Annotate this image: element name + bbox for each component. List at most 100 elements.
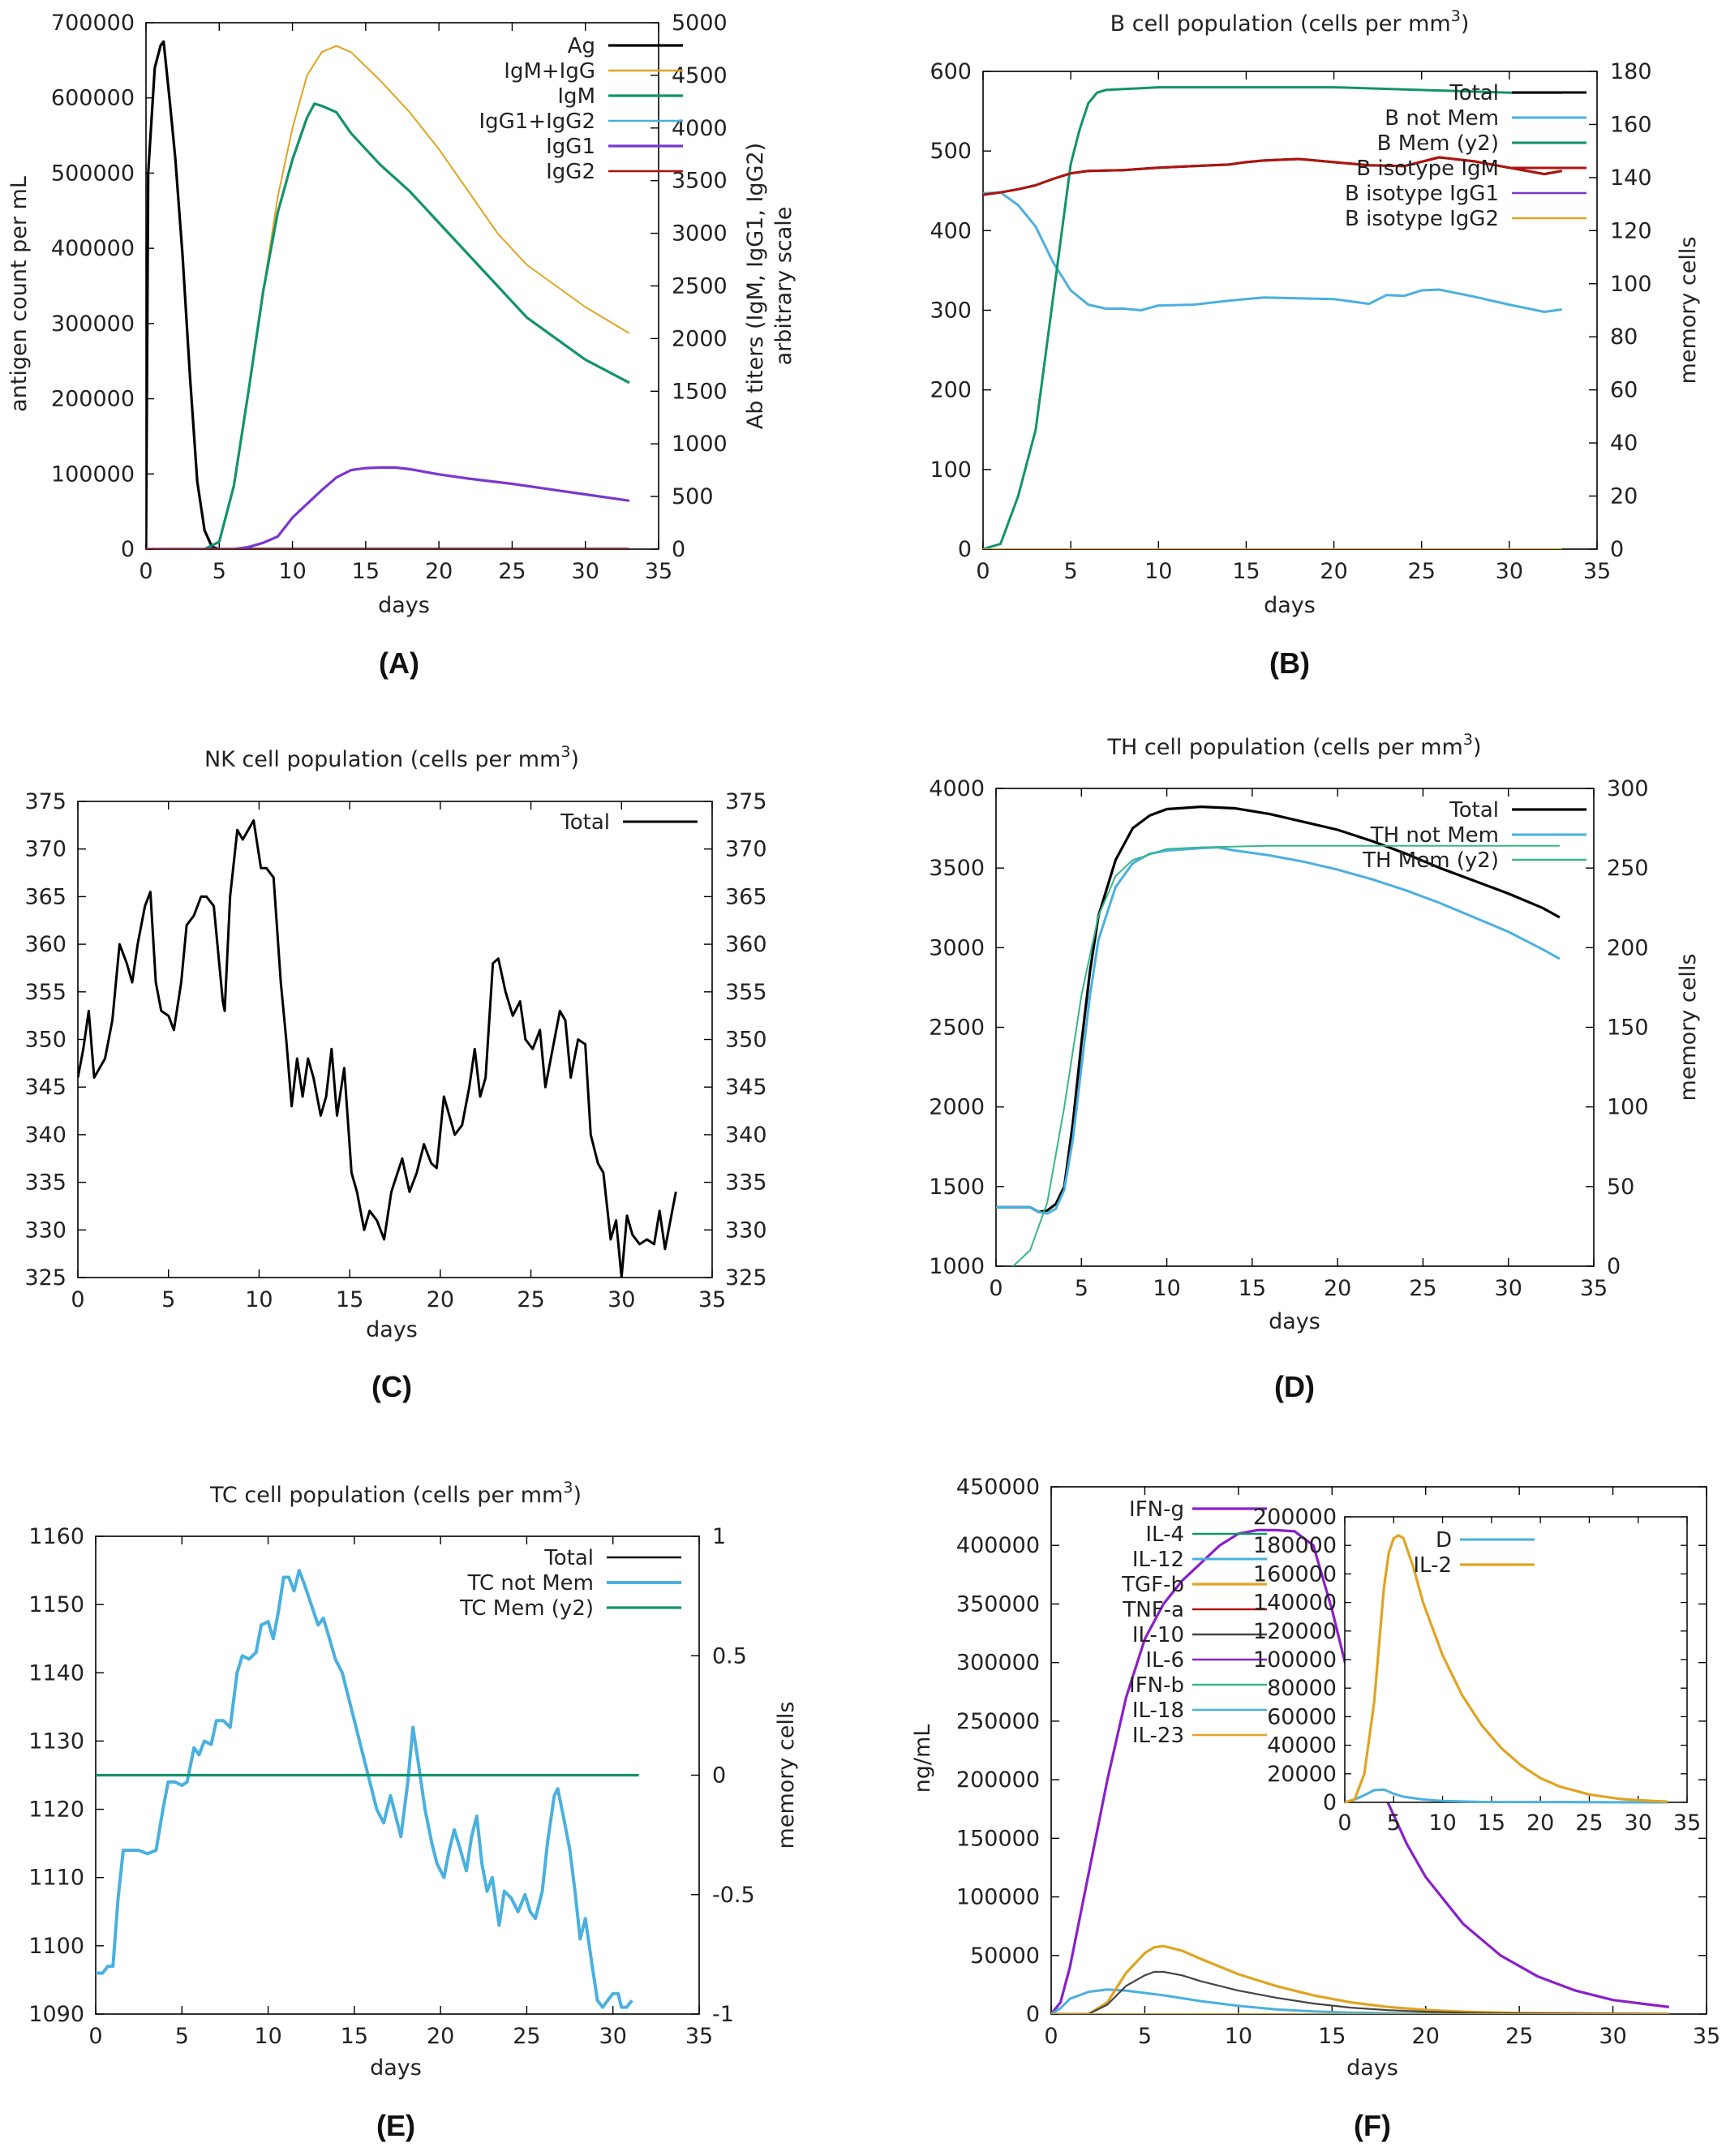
panel-0: 0 5 10 15 20 25 30 3501000002000003000004000005… bbox=[6, 11, 796, 680]
legend-label: B isotype IgM bbox=[1356, 157, 1499, 181]
inset-y-tick-label: 0 bbox=[1323, 1790, 1337, 1815]
y2-tick-label: 50 bbox=[1607, 1175, 1634, 1200]
series-line-ifn-g bbox=[1051, 1528, 1669, 2014]
y-tick-label: 345 bbox=[24, 1075, 67, 1100]
inset-y-tick-label: 80000 bbox=[1267, 1676, 1337, 1701]
x-tick-label: 25 bbox=[1409, 1276, 1436, 1301]
y-tick-label: 200000 bbox=[51, 387, 135, 412]
y2-tick-label: 4000 bbox=[672, 116, 728, 141]
y-tick-label: 450000 bbox=[956, 1475, 1040, 1500]
series-line-b-isotype-igm bbox=[983, 156, 1562, 196]
panel-label: (E) bbox=[376, 2109, 415, 2142]
x-tick-label: 15 bbox=[1318, 2024, 1346, 2049]
legend-label: TH Mem (y2) bbox=[1362, 848, 1499, 873]
y-tick-label: 1140 bbox=[28, 1660, 84, 1686]
x-tick-label: 10 bbox=[245, 1287, 273, 1312]
y2-tick-label: 355 bbox=[725, 980, 767, 1005]
y-axis-label: ng/mL bbox=[910, 1724, 935, 1793]
legend-label: IgG2 bbox=[546, 160, 595, 184]
series-line-th-mem-y2- bbox=[1011, 844, 1560, 1266]
x-tick-label: 15 bbox=[336, 1287, 363, 1312]
x-tick-label: 0 bbox=[1044, 2024, 1058, 2049]
y-tick-label: 100 bbox=[930, 457, 972, 483]
x-tick-label: 25 bbox=[498, 559, 526, 584]
y-tick-label: 700000 bbox=[51, 11, 135, 36]
y2-tick-label: 325 bbox=[725, 1265, 767, 1291]
y-tick-label: 400 bbox=[930, 218, 972, 243]
y-tick-label: 1150 bbox=[28, 1592, 84, 1617]
y-tick-label: 3500 bbox=[929, 856, 985, 881]
y2-tick-label: 370 bbox=[725, 837, 767, 862]
y2-tick-label: 365 bbox=[725, 884, 767, 909]
legend-label: Total bbox=[543, 1546, 594, 1570]
x-tick-label: 25 bbox=[1408, 559, 1436, 584]
inset-y-tick-label: 180000 bbox=[1253, 1533, 1337, 1558]
inset-y-tick-label: 40000 bbox=[1267, 1733, 1337, 1759]
legend-label: IL-23 bbox=[1132, 1724, 1184, 1748]
panel-label: (D) bbox=[1274, 1370, 1315, 1403]
y2-tick-label: 0 bbox=[672, 537, 685, 562]
x-tick-label: 20 bbox=[1320, 559, 1347, 584]
y2-tick-label: 3500 bbox=[672, 169, 728, 194]
y2-tick-label: 250 bbox=[1607, 856, 1649, 881]
x-tick-label: 15 bbox=[1239, 1276, 1266, 1301]
x-tick-label: 30 bbox=[1495, 1276, 1522, 1301]
inset-x-tick-label: 35 bbox=[1673, 1810, 1701, 1836]
x-tick-label: 30 bbox=[1599, 2024, 1626, 2049]
x-tick-label: 30 bbox=[599, 2024, 627, 2049]
legend-label: IgG1+IgG2 bbox=[479, 110, 595, 134]
y2-tick-label: 350 bbox=[725, 1028, 767, 1053]
y-tick-label: 500 bbox=[930, 139, 972, 164]
series-line-tgf-b bbox=[1051, 1944, 1669, 2014]
y2-tick-label: -0.5 bbox=[712, 1883, 755, 1908]
legend-label: TNF-a bbox=[1122, 1598, 1184, 1622]
y2-tick-label: 0 bbox=[1610, 537, 1624, 562]
inset-series-line-il-2 bbox=[1344, 1534, 1668, 1804]
x-tick-label: 20 bbox=[1324, 1276, 1351, 1301]
y-tick-label: 325 bbox=[24, 1265, 67, 1291]
x-tick-label: 20 bbox=[427, 2024, 454, 2049]
x-tick-label: 0 bbox=[88, 2024, 102, 2049]
inset-y-tick-label: 200000 bbox=[1253, 1505, 1337, 1530]
x-tick-label: 0 bbox=[976, 559, 990, 584]
y2-tick-label: 1000 bbox=[672, 432, 728, 457]
y-tick-label: 1130 bbox=[28, 1729, 84, 1754]
y-axis-label: antigen count per mL bbox=[6, 176, 32, 412]
x-tick-label: 10 bbox=[254, 2024, 281, 2049]
x-axis-label: days bbox=[1269, 1309, 1320, 1334]
inset-x-tick-label: 0 bbox=[1337, 1810, 1351, 1836]
inset-chart: 0 5 10 15 20 25 30 3502000040000600008000010000… bbox=[1253, 1505, 1701, 1836]
y-tick-label: 335 bbox=[24, 1170, 67, 1196]
chart-title-superscript: 3 bbox=[563, 1479, 573, 1497]
y-tick-label: 1160 bbox=[28, 1524, 84, 1549]
x-tick-label: 20 bbox=[427, 1287, 454, 1312]
x-tick-label: 5 bbox=[1138, 2024, 1152, 2049]
series-line-b-not-mem bbox=[983, 191, 1562, 313]
y2-tick-label: 0 bbox=[1607, 1254, 1621, 1279]
inset-x-tick-label: 30 bbox=[1625, 1810, 1652, 1836]
legend-label: TH not Mem bbox=[1370, 823, 1499, 848]
inset-y-tick-label: 160000 bbox=[1253, 1561, 1337, 1587]
panel-3: 0 5 10 15 20 25 30 3510001500200025003000350040… bbox=[929, 731, 1701, 1403]
legend-label: IL-6 bbox=[1145, 1648, 1184, 1673]
inset-y-tick-label: 60000 bbox=[1267, 1704, 1337, 1729]
series-line-igm bbox=[146, 102, 630, 549]
y2-axis-label: memory cells bbox=[774, 1702, 799, 1849]
legend-label: IL-12 bbox=[1132, 1548, 1184, 1572]
y-tick-label: 3000 bbox=[929, 935, 985, 960]
chart-title-superscript: 3 bbox=[1451, 7, 1461, 25]
chart-title-end: ) bbox=[573, 1483, 582, 1508]
chart-title: TH cell population (cells per mm3) bbox=[1107, 731, 1482, 760]
y-tick-label: 600 bbox=[930, 59, 972, 84]
chart-title-superscript: 3 bbox=[560, 743, 570, 761]
panel-4: 0 5 10 15 20 25 30 3510901100111011201130114011… bbox=[28, 1479, 799, 2142]
x-tick-label: 15 bbox=[1232, 559, 1260, 584]
y-tick-label: 600000 bbox=[51, 86, 135, 111]
y2-tick-label: 360 bbox=[725, 932, 767, 957]
legend-label: B isotype IgG1 bbox=[1345, 182, 1499, 206]
legend-label: IL-18 bbox=[1132, 1699, 1184, 1723]
x-tick-label: 25 bbox=[513, 2024, 540, 2049]
y2-tick-label: 200 bbox=[1607, 935, 1649, 960]
y2-tick-label: 375 bbox=[725, 789, 767, 814]
y-tick-label: 300000 bbox=[956, 1651, 1040, 1676]
